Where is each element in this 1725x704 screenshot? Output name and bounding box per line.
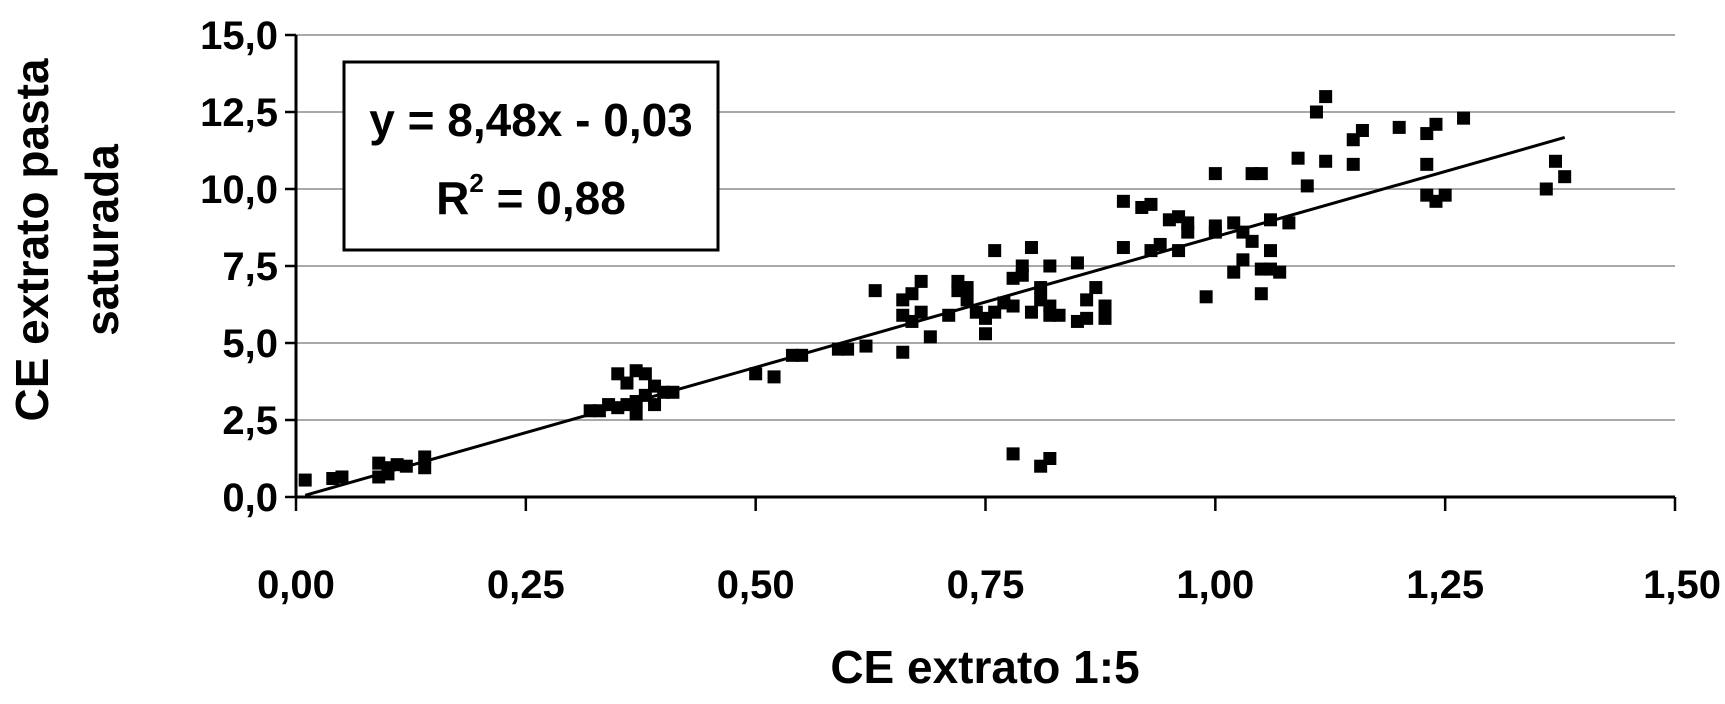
x-tick-label: 1,25 xyxy=(1406,563,1484,607)
y-tick-label: 2,5 xyxy=(222,399,278,443)
data-point xyxy=(988,244,1002,258)
data-point xyxy=(638,367,652,381)
data-point xyxy=(859,339,873,353)
data-point xyxy=(1227,265,1241,279)
data-point xyxy=(1080,311,1094,325)
r-squared: R2 = 0,88 xyxy=(436,168,626,224)
x-tick-label: 0,00 xyxy=(257,563,335,607)
y-axis-title-line-2: saturada xyxy=(76,144,128,336)
data-point xyxy=(1089,281,1103,295)
data-point xyxy=(335,470,349,484)
data-point xyxy=(749,367,763,381)
data-point xyxy=(1438,188,1452,202)
y-tick-labels: 0,0 2,5 5,0 7,5 10,0 12,5 15,0 xyxy=(200,14,278,520)
data-point xyxy=(1254,167,1268,181)
data-point xyxy=(1208,219,1222,233)
x-tick-label: 0,75 xyxy=(947,563,1025,607)
data-point xyxy=(648,398,662,412)
y-tick-label: 7,5 xyxy=(222,245,278,289)
data-point xyxy=(923,330,937,344)
data-point xyxy=(1024,305,1038,319)
data-point xyxy=(1273,265,1287,279)
data-point xyxy=(1319,154,1333,168)
y-tick-label: 12,5 xyxy=(200,91,278,135)
data-point xyxy=(1429,117,1443,131)
data-point xyxy=(1236,253,1250,267)
data-point xyxy=(1245,234,1259,248)
data-point xyxy=(1098,311,1112,325)
y-tick-label: 10,0 xyxy=(200,168,278,212)
x-tick-label: 1,50 xyxy=(1643,563,1721,607)
data-point xyxy=(1006,299,1020,313)
data-point xyxy=(905,287,919,301)
data-point xyxy=(1208,167,1222,181)
data-point xyxy=(1420,157,1434,171)
data-point xyxy=(1254,287,1268,301)
data-point xyxy=(1153,237,1167,251)
data-point xyxy=(914,305,928,319)
data-point xyxy=(629,407,643,421)
equation-box-frame xyxy=(342,60,720,252)
data-point xyxy=(1548,154,1562,168)
data-point xyxy=(1457,111,1471,125)
data-point xyxy=(1309,105,1323,119)
x-tick-label: 0,25 xyxy=(487,563,565,607)
y-axis-title-line-1: CE extrato pasta xyxy=(6,58,58,421)
data-point xyxy=(1300,179,1314,193)
y-tick-label: 0,0 xyxy=(222,476,278,520)
data-point xyxy=(1319,90,1333,104)
x-tick-label: 0,50 xyxy=(717,563,795,607)
axes xyxy=(285,33,1677,511)
data-point xyxy=(1080,293,1094,307)
data-point xyxy=(1116,194,1130,208)
data-point xyxy=(960,293,974,307)
data-point xyxy=(960,281,974,295)
data-point xyxy=(1098,299,1112,313)
equation-box: y = 8,48x - 0,03 R2 = 0,88 xyxy=(342,60,720,252)
data-point xyxy=(1558,170,1572,184)
data-point xyxy=(1043,452,1057,465)
data-point xyxy=(1346,157,1360,171)
data-point xyxy=(1199,290,1213,304)
data-point xyxy=(1015,268,1029,282)
data-point xyxy=(1144,197,1158,211)
y-tick-label: 15,0 xyxy=(200,14,278,58)
data-point xyxy=(1006,447,1020,461)
data-point xyxy=(868,284,882,298)
y-tick-label: 5,0 xyxy=(222,322,278,366)
data-point xyxy=(418,461,432,475)
data-point xyxy=(841,342,855,356)
data-point xyxy=(914,274,928,288)
data-point xyxy=(298,473,312,487)
data-points xyxy=(298,90,1572,487)
regression-equation: y = 8,48x - 0,03 xyxy=(369,94,693,146)
trendline xyxy=(304,136,1566,497)
trendline-path xyxy=(304,136,1566,497)
data-point xyxy=(1052,308,1066,322)
data-point xyxy=(767,370,781,384)
data-point xyxy=(1181,216,1195,230)
data-point xyxy=(1282,216,1296,230)
x-tick-labels: 0,00 0,25 0,50 0,75 1,00 1,25 1,50 xyxy=(257,563,1721,607)
data-point xyxy=(1392,120,1406,134)
data-point xyxy=(1043,259,1057,273)
y-axis-title: CE extrato pasta saturada xyxy=(6,58,128,421)
data-point xyxy=(1539,182,1553,196)
data-point xyxy=(1263,244,1277,258)
data-point xyxy=(1355,123,1369,137)
data-point xyxy=(896,345,910,359)
data-point xyxy=(979,327,992,341)
data-point xyxy=(1024,241,1038,255)
x-tick-label: 1,00 xyxy=(1176,563,1254,607)
data-point xyxy=(1116,241,1130,255)
data-point xyxy=(1070,256,1084,270)
data-point xyxy=(620,376,634,390)
data-point xyxy=(1291,151,1305,165)
x-axis-title: CE extrato 1:5 xyxy=(830,641,1139,693)
